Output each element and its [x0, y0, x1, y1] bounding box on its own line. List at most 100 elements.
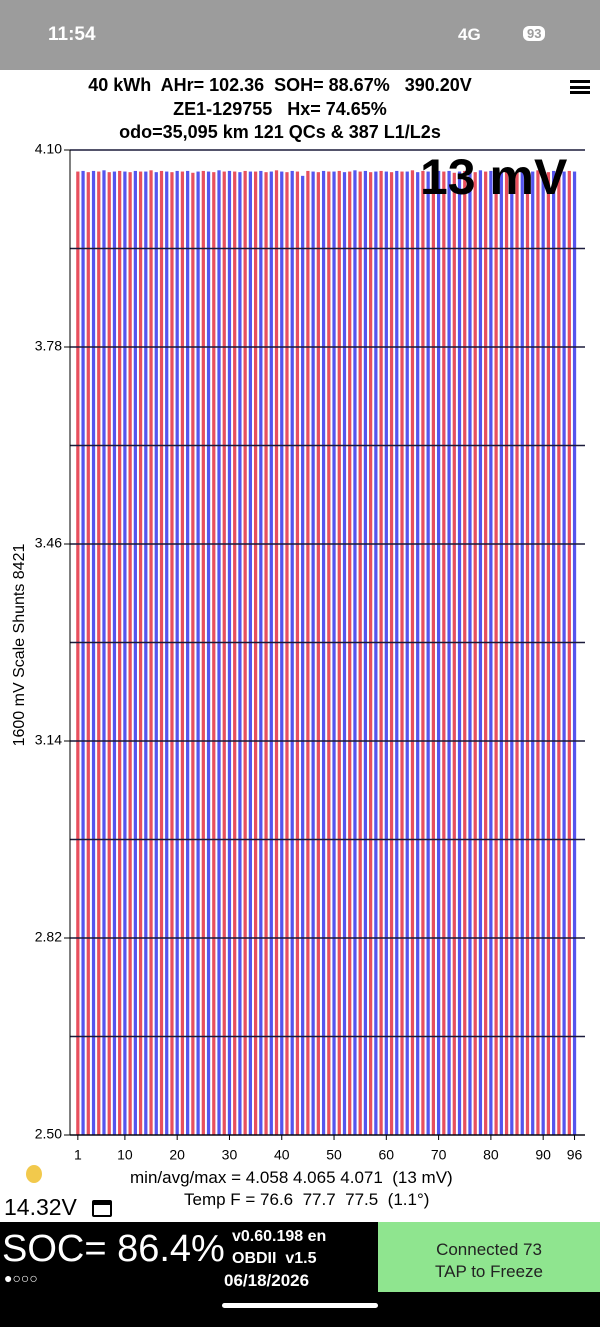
bar: [248, 171, 253, 1135]
bar: [363, 170, 368, 1135]
bar: [510, 171, 514, 1135]
bar: [159, 170, 164, 1135]
x-tick-label: 90: [535, 1147, 551, 1163]
bar: [342, 172, 347, 1136]
status-time: 11:54: [48, 24, 96, 45]
bar: [546, 172, 551, 1136]
header-line: 40 kWh AHr= 102.36 SOH= 88.67% 390.20V: [88, 75, 472, 95]
bar: [170, 172, 174, 1136]
bar: [227, 170, 232, 1135]
bar: [473, 172, 477, 1136]
obd-version: OBDII v1.5: [232, 1250, 317, 1267]
bar: [201, 170, 205, 1135]
x-tick-label: 10: [117, 1147, 133, 1163]
bar: [144, 171, 148, 1135]
bar: [222, 171, 226, 1135]
chart: 1600 mV Scale Shunts 8421 4.10 3.78 3.46 3.…: [11, 141, 585, 1163]
bar: [306, 170, 310, 1135]
bar: [316, 172, 320, 1136]
x-tick-label: 30: [222, 1147, 238, 1163]
bar: [572, 171, 577, 1135]
bar: [259, 170, 263, 1135]
bar: [311, 171, 315, 1135]
button-text: TAP to Freeze: [434, 1262, 544, 1281]
menu-button[interactable]: [570, 80, 590, 94]
bar: [541, 171, 545, 1135]
y-tick-label: 3.46: [35, 535, 62, 551]
bar: [358, 171, 362, 1135]
bar: [332, 171, 336, 1135]
status-battery: 93: [523, 26, 546, 41]
bar: [253, 171, 258, 1135]
bar: [489, 170, 493, 1135]
bar: [384, 171, 388, 1135]
bar: [416, 172, 420, 1136]
stats-line: min/avg/max = 4.058 4.065 4.071 (13 mV): [130, 1168, 453, 1187]
bar: [447, 170, 451, 1135]
bar: [238, 172, 242, 1136]
bar: [76, 171, 80, 1135]
bulb-icon[interactable]: [26, 1165, 42, 1183]
bar: [348, 171, 352, 1135]
y-tick-label: 4.10: [35, 141, 62, 157]
bar: [452, 172, 456, 1135]
x-tick-label: 20: [169, 1147, 185, 1163]
bar: [290, 170, 294, 1135]
bar: [484, 171, 488, 1135]
aux-voltage: 14.32V: [4, 1194, 77, 1220]
y-tick-label: 2.82: [35, 929, 62, 945]
bar: [520, 170, 524, 1135]
bar: [295, 171, 300, 1135]
bar: [499, 172, 503, 1136]
bar: [478, 170, 483, 1136]
y-axis-label: 1600 mV Scale Shunts 8421: [11, 544, 28, 747]
calendar-icon[interactable]: [92, 1200, 112, 1217]
status-network: 4G: [458, 25, 481, 44]
bar: [468, 171, 472, 1135]
bar: [107, 172, 111, 1136]
bar: [264, 172, 268, 1136]
bar: [536, 170, 540, 1136]
x-tick-label: 96: [567, 1147, 583, 1163]
bar: [504, 170, 509, 1135]
date: 06/18/2026: [224, 1271, 310, 1290]
header-line: ZE1-129755 Hx= 74.65%: [173, 99, 387, 119]
bar: [196, 171, 200, 1135]
menu-bar: [570, 85, 590, 89]
bar: [431, 167, 435, 1135]
bar: [123, 171, 127, 1135]
x-tick-label: 1: [74, 1147, 82, 1163]
freeze-button[interactable]: Connected 73 TAP to Freeze: [378, 1222, 600, 1292]
bar: [138, 171, 143, 1135]
bar: [186, 170, 190, 1135]
bar: [112, 171, 117, 1135]
y-tick-label: 3.78: [35, 338, 62, 354]
x-tick-label: 50: [326, 1147, 342, 1163]
bar: [552, 170, 556, 1135]
bar: [118, 170, 122, 1135]
bar: [436, 170, 441, 1135]
bar: [97, 171, 101, 1135]
x-tick-label: 60: [379, 1147, 395, 1163]
bar: [515, 171, 519, 1135]
bar: [562, 171, 566, 1135]
bar: [463, 170, 467, 1135]
soc: SOC= 86.4%: [2, 1228, 225, 1270]
bar: [457, 171, 462, 1135]
bar: [175, 170, 179, 1135]
bar: [321, 170, 326, 1135]
bar: [421, 170, 425, 1135]
bar: [395, 170, 399, 1135]
bar: [269, 171, 273, 1135]
button-text: Connected 73: [436, 1240, 542, 1259]
version: v0.60.198 en: [232, 1228, 327, 1245]
bar: [149, 170, 153, 1136]
bar: [165, 171, 169, 1135]
bar: [405, 171, 409, 1135]
bar: [410, 170, 415, 1136]
bar: [102, 170, 106, 1136]
bar: [212, 172, 216, 1136]
bar: [400, 171, 404, 1135]
bar: [243, 170, 247, 1135]
